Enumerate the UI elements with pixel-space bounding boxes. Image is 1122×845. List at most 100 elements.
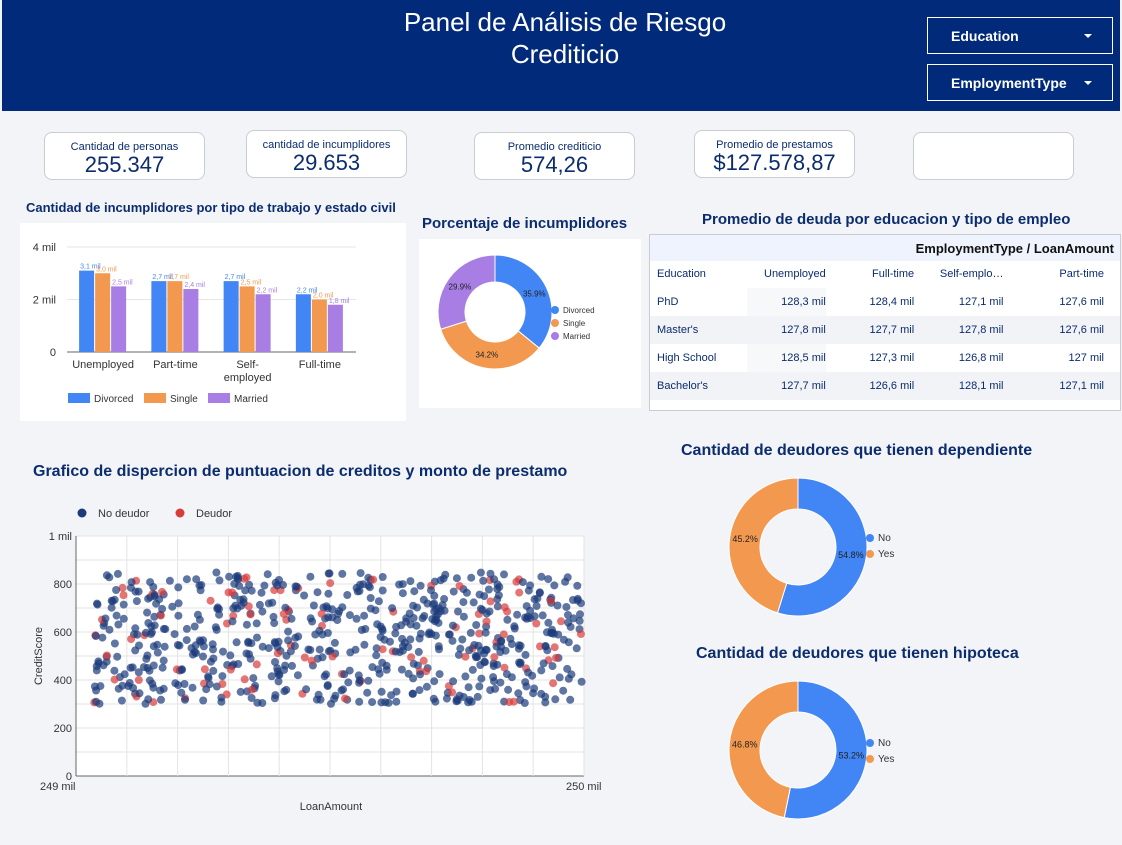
scatter-point-no-deudor[interactable] <box>325 569 334 578</box>
scatter-point-no-deudor[interactable] <box>268 598 277 607</box>
scatter-point-no-deudor[interactable] <box>456 644 465 653</box>
scatter-point-no-deudor[interactable] <box>157 695 165 704</box>
scatter-point-deudor[interactable] <box>576 630 585 638</box>
scatter-point-no-deudor[interactable] <box>170 630 179 639</box>
scatter-point-no-deudor[interactable] <box>500 570 508 579</box>
scatter-point-no-deudor[interactable] <box>215 605 223 614</box>
scatter-point-no-deudor[interactable] <box>160 642 169 651</box>
scatter-point-no-deudor[interactable] <box>159 684 168 693</box>
scatter-point-no-deudor[interactable] <box>218 672 227 681</box>
scatter-point-no-deudor[interactable] <box>274 637 283 646</box>
scatter-point-deudor[interactable] <box>279 610 288 618</box>
scatter-point-no-deudor[interactable] <box>475 590 484 599</box>
scatter-point-no-deudor[interactable] <box>145 676 154 685</box>
scatter-point-no-deudor[interactable] <box>548 625 556 634</box>
scatter-point-no-deudor[interactable] <box>215 576 224 585</box>
donut-slice-no[interactable] <box>776 477 868 617</box>
scatter-point-no-deudor[interactable] <box>464 683 473 692</box>
scatter-point-no-deudor[interactable] <box>257 588 266 597</box>
scatter-point-no-deudor[interactable] <box>466 628 475 637</box>
scatter-point-no-deudor[interactable] <box>102 571 111 580</box>
scatter-point-no-deudor[interactable] <box>366 594 375 602</box>
scatter-point-deudor[interactable] <box>326 579 335 588</box>
scatter-point-no-deudor[interactable] <box>368 698 377 707</box>
scatter-point-no-deudor[interactable] <box>577 599 585 608</box>
scatter-point-no-deudor[interactable] <box>493 660 502 669</box>
scatter-point-no-deudor[interactable] <box>550 581 559 590</box>
scatter-point-no-deudor[interactable] <box>497 637 506 645</box>
scatter-point-no-deudor[interactable] <box>355 676 364 685</box>
scatter-point-no-deudor[interactable] <box>246 654 255 663</box>
scatter-point-no-deudor[interactable] <box>114 684 123 693</box>
scatter-point-no-deudor[interactable] <box>372 644 381 653</box>
scatter-point-no-deudor[interactable] <box>378 573 387 581</box>
scatter-point-no-deudor[interactable] <box>260 581 269 590</box>
scatter-point-no-deudor[interactable] <box>281 603 290 612</box>
scatter-point-no-deudor[interactable] <box>253 633 261 642</box>
scatter-point-no-deudor[interactable] <box>398 589 407 598</box>
scatter-point-no-deudor[interactable] <box>134 587 143 596</box>
scatter-point-deudor[interactable] <box>273 649 282 658</box>
scatter-point-no-deudor[interactable] <box>353 587 362 596</box>
scatter-point-no-deudor[interactable] <box>290 642 299 650</box>
scatter-point-no-deudor[interactable] <box>338 569 347 578</box>
bar-single[interactable] <box>95 273 111 352</box>
bar-divorced[interactable] <box>223 281 239 352</box>
scatter-point-no-deudor[interactable] <box>445 630 454 639</box>
scatter-point-no-deudor[interactable] <box>376 633 385 641</box>
scatter-point-no-deudor[interactable] <box>416 629 425 638</box>
bar-single[interactable] <box>167 281 183 352</box>
scatter-point-no-deudor[interactable] <box>485 607 494 616</box>
scatter-point-no-deudor[interactable] <box>328 605 337 614</box>
scatter-point-no-deudor[interactable] <box>291 582 300 591</box>
scatter-point-no-deudor[interactable] <box>441 570 450 579</box>
scatter-point-no-deudor[interactable] <box>150 621 159 630</box>
scatter-point-no-deudor[interactable] <box>481 628 490 637</box>
scatter-point-no-deudor[interactable] <box>363 688 372 697</box>
scatter-point-no-deudor[interactable] <box>143 608 152 617</box>
scatter-point-no-deudor[interactable] <box>182 575 191 584</box>
scatter-point-no-deudor[interactable] <box>275 576 283 584</box>
scatter-point-no-deudor[interactable] <box>454 607 462 616</box>
scatter-point-deudor[interactable] <box>224 588 233 597</box>
scatter-point-no-deudor[interactable] <box>473 653 482 661</box>
scatter-point-no-deudor[interactable] <box>577 677 586 686</box>
donut-slice-divorced[interactable] <box>494 254 553 349</box>
scatter-point-no-deudor[interactable] <box>452 695 461 704</box>
scatter-point-no-deudor[interactable] <box>551 695 560 704</box>
scatter-point-no-deudor[interactable] <box>174 611 183 620</box>
scatter-point-deudor[interactable] <box>242 573 251 582</box>
scatter-point-no-deudor[interactable] <box>287 614 296 623</box>
scatter-point-no-deudor[interactable] <box>391 647 400 656</box>
scatter-point-no-deudor[interactable] <box>219 647 227 656</box>
scatter-point-no-deudor[interactable] <box>182 624 191 633</box>
scatter-point-no-deudor[interactable] <box>209 645 217 654</box>
scatter-point-no-deudor[interactable] <box>229 604 238 613</box>
scatter-point-no-deudor[interactable] <box>449 587 458 596</box>
scatter-point-no-deudor[interactable] <box>357 626 366 634</box>
scatter-point-deudor[interactable] <box>490 653 499 662</box>
scatter-point-no-deudor[interactable] <box>434 618 443 627</box>
scatter-point-no-deudor[interactable] <box>293 671 302 680</box>
scatter-point-no-deudor[interactable] <box>524 586 533 595</box>
scatter-point-no-deudor[interactable] <box>177 665 186 674</box>
scatter-point-no-deudor[interactable] <box>145 666 154 675</box>
scatter-point-deudor[interactable] <box>158 587 167 596</box>
scatter-point-no-deudor[interactable] <box>255 600 264 609</box>
scatter-point-no-deudor[interactable] <box>98 633 107 642</box>
bar-divorced[interactable] <box>151 281 167 352</box>
scatter-point-no-deudor[interactable] <box>195 615 204 624</box>
donut-slice-yes[interactable] <box>728 680 799 819</box>
scatter-point-no-deudor[interactable] <box>174 599 183 608</box>
scatter-point-no-deudor[interactable] <box>515 641 523 650</box>
scatter-point-deudor[interactable] <box>102 651 111 660</box>
scatter-point-no-deudor[interactable] <box>126 663 135 672</box>
scatter-point-no-deudor[interactable] <box>150 592 159 601</box>
scatter-point-no-deudor[interactable] <box>314 690 323 699</box>
scatter-point-no-deudor[interactable] <box>459 612 468 621</box>
scatter-point-no-deudor[interactable] <box>377 687 386 696</box>
scatter-point-deudor[interactable] <box>419 656 428 665</box>
scatter-point-no-deudor[interactable] <box>182 636 191 645</box>
scatter-point-no-deudor[interactable] <box>188 683 197 692</box>
scatter-point-deudor[interactable] <box>246 610 255 619</box>
